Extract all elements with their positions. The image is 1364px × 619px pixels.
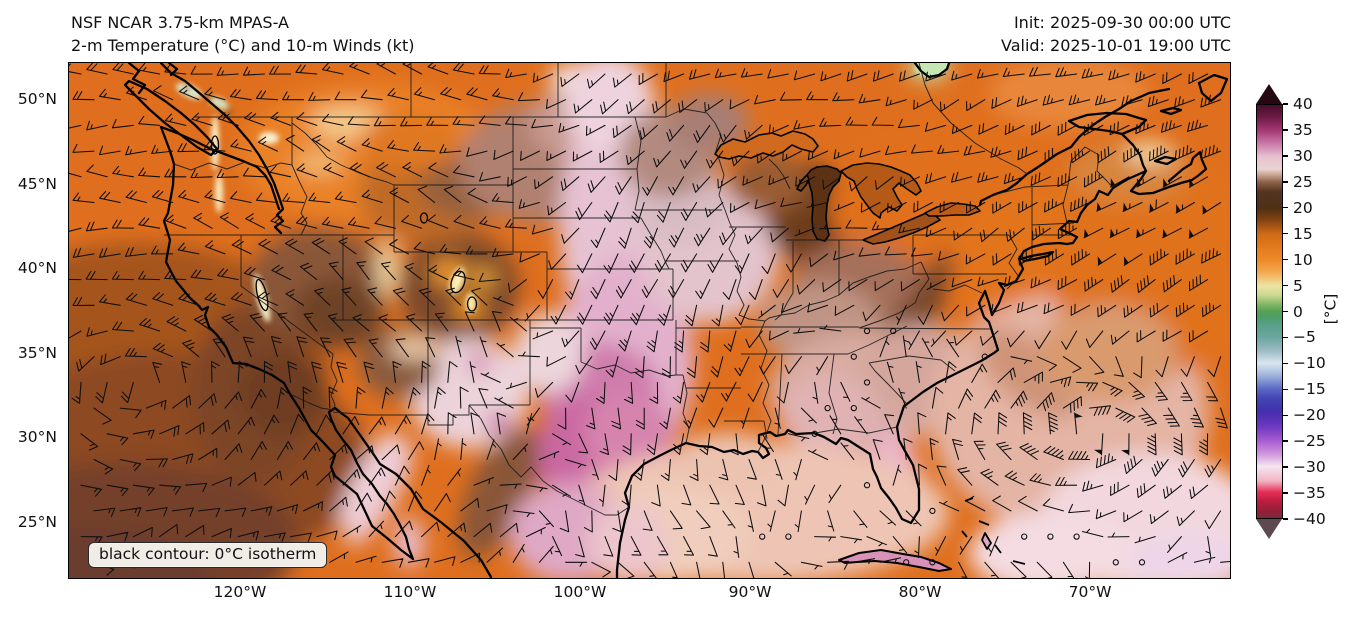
colorbar-tick-label: −20 bbox=[1293, 406, 1326, 425]
colorbar-tick bbox=[1283, 466, 1288, 468]
title-line-1: NSF NCAR 3.75-km MPAS-A bbox=[71, 13, 289, 32]
colorbar-tick bbox=[1283, 388, 1288, 390]
colorbar-tick-label: 40 bbox=[1293, 95, 1313, 113]
colorbar-tick-label: 20 bbox=[1293, 198, 1313, 217]
valid-time-label: Valid: 2025-10-01 19:00 UTC bbox=[1000, 36, 1231, 55]
map-canvas bbox=[69, 63, 1230, 578]
colorbar-tick bbox=[1283, 336, 1288, 339]
state-borders bbox=[164, 63, 1114, 516]
colorbar-tick-label: −25 bbox=[1293, 432, 1326, 451]
lat-tick-label: 35°N bbox=[17, 343, 57, 362]
colorbar-tick bbox=[1283, 103, 1288, 105]
colorbar-extend-under-arrow bbox=[1256, 519, 1282, 539]
calm-station-circles bbox=[759, 327, 1146, 566]
colorbar-tick bbox=[1283, 440, 1288, 442]
colorbar-tick-label: 25 bbox=[1293, 172, 1313, 191]
colorbar-tick-label: 30 bbox=[1293, 146, 1313, 165]
colorbar-tick bbox=[1283, 518, 1288, 520]
colorbar-tick-label: 35 bbox=[1293, 120, 1313, 139]
wind-barbs bbox=[69, 63, 1230, 578]
colorbar-gradient bbox=[1256, 104, 1283, 519]
lat-tick-label: 45°N bbox=[17, 174, 57, 193]
anticosti-island bbox=[1159, 106, 1183, 116]
colorbar-extend-over-arrow bbox=[1256, 84, 1282, 104]
init-time-label: Init: 2025-09-30 00:00 UTC bbox=[1013, 13, 1231, 32]
figure-title: NSF NCAR 3.75-km MPAS-A 2-m Temperature (… bbox=[71, 11, 414, 57]
colorbar-tick-label: −15 bbox=[1293, 380, 1326, 399]
vancouver-island bbox=[123, 79, 219, 157]
temp-field-blobs bbox=[69, 63, 1230, 578]
new-brunswick-coast bbox=[1120, 132, 1148, 173]
newfoundland-corner bbox=[1197, 73, 1229, 103]
isotherm-annotation: black contour: 0°C isotherm bbox=[88, 542, 328, 568]
colorbar-tick bbox=[1283, 155, 1288, 157]
colorbar-tick bbox=[1283, 181, 1288, 183]
title-line-2: 2-m Temperature (°C) and 10-m Winds (kt) bbox=[71, 36, 415, 55]
colorbar-tick bbox=[1283, 362, 1288, 365]
colorbar-tick-label: 5 bbox=[1293, 276, 1303, 295]
colorbar-tick-label: −10 bbox=[1293, 354, 1326, 373]
lake-superior bbox=[714, 130, 819, 160]
long-island bbox=[1019, 250, 1055, 263]
cuba bbox=[838, 549, 952, 572]
coast-gulf-atlantic bbox=[615, 150, 1208, 578]
lon-tick-label: 80°W bbox=[898, 583, 942, 601]
lon-tick-label: 120°W bbox=[213, 583, 267, 601]
lat-tick-label: 25°N bbox=[17, 513, 57, 531]
lat-tick-label: 40°N bbox=[17, 259, 57, 278]
colorbar-tick bbox=[1283, 284, 1288, 287]
bc-mainland-coast bbox=[159, 63, 285, 235]
lon-tick-label: 70°W bbox=[1068, 583, 1112, 601]
colorbar-tick-label: −40 bbox=[1293, 510, 1326, 528]
colorbar-tick-label: 15 bbox=[1293, 224, 1313, 243]
lat-tick-label: 50°N bbox=[17, 90, 57, 108]
map-plot-area: black contour: 0°C isotherm bbox=[68, 62, 1231, 579]
colorbar-tick bbox=[1283, 414, 1288, 416]
lon-tick-label: 100°W bbox=[553, 583, 607, 601]
colorbar-tick bbox=[1283, 310, 1288, 313]
lon-tick-label: 110°W bbox=[383, 583, 437, 601]
colorbar-tick-label: −5 bbox=[1293, 328, 1316, 347]
colorbar-unit-label: [°C] bbox=[1321, 293, 1340, 325]
colorbar-tick bbox=[1283, 129, 1288, 131]
colorbar-tick-label: 10 bbox=[1293, 250, 1313, 269]
coast-pacific-baja bbox=[159, 125, 493, 578]
colorbar-tick bbox=[1283, 232, 1288, 235]
colorbar-tick-label: 0 bbox=[1293, 302, 1303, 321]
st-lawrence-river bbox=[978, 123, 1095, 207]
colorbar-tick bbox=[1283, 207, 1288, 209]
colorbar-tick-label: −35 bbox=[1293, 484, 1326, 503]
colorbar-tick bbox=[1283, 492, 1288, 494]
run-info: Init: 2025-09-30 00:00 UTC Valid: 2025-10… bbox=[1001, 11, 1231, 57]
andros-island bbox=[981, 532, 992, 550]
puget-sound bbox=[159, 125, 281, 211]
colorbar-tick bbox=[1283, 258, 1288, 261]
colorbar-tick-label: −30 bbox=[1293, 458, 1326, 477]
lat-tick-label: 30°N bbox=[17, 428, 57, 447]
james-bay bbox=[913, 63, 951, 79]
lon-tick-label: 90°W bbox=[728, 583, 772, 601]
